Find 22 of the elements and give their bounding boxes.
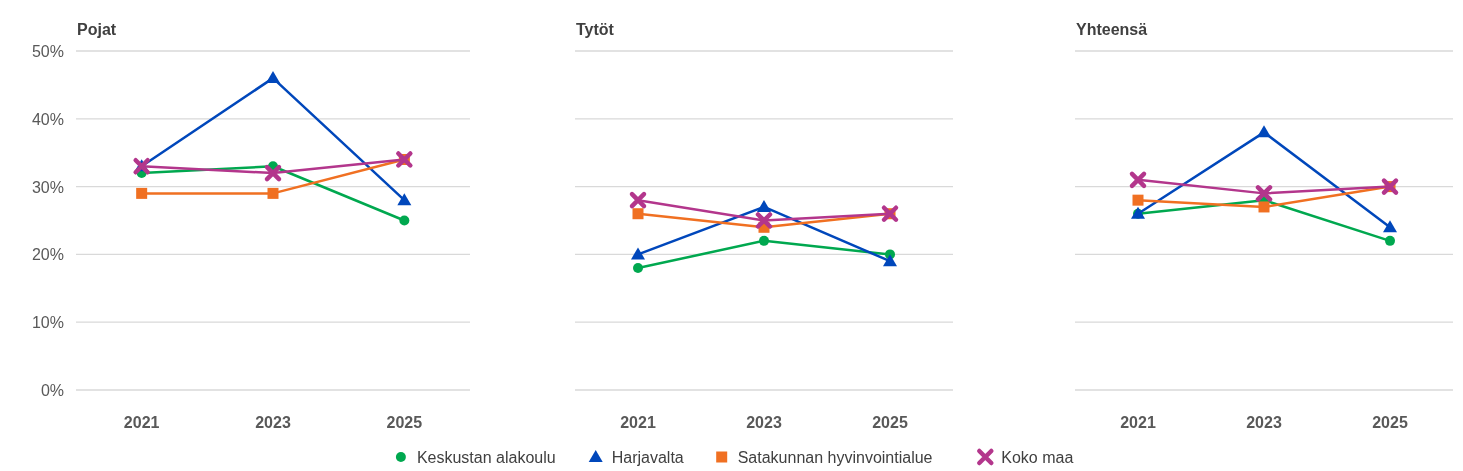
legend-label: Keskustan alakoulu <box>416 449 556 466</box>
x-tick-label: 2023 <box>255 414 291 431</box>
chart-title: Tytöt <box>576 21 615 38</box>
y-tick-label: 20% <box>31 246 64 264</box>
y-tick-label: 0% <box>40 382 64 399</box>
x-tick-label: 2025 <box>1372 414 1408 431</box>
y-tick-label: 30% <box>31 178 64 196</box>
y-tick-label: 40% <box>31 110 64 128</box>
x-tick-label: 2021 <box>620 414 656 431</box>
y-tick-label: 50% <box>31 43 64 60</box>
legend-label: Koko maa <box>1001 449 1074 466</box>
y-tick-label: 10% <box>31 314 64 332</box>
x-tick-label: 2021 <box>1120 414 1156 431</box>
legend-label: Satakunnan hyvinvointialue <box>737 449 933 466</box>
legend-label: Harjavalta <box>611 449 684 466</box>
x-tick-label: 2023 <box>1246 414 1282 431</box>
x-tick-label: 2025 <box>872 414 908 431</box>
x-tick-label: 2025 <box>386 414 423 431</box>
chart-title: Yhteensä <box>1076 21 1148 38</box>
x-tick-label: 2023 <box>746 414 782 431</box>
x-tick-label: 2021 <box>123 414 160 431</box>
chart-title: Pojat <box>77 21 117 38</box>
